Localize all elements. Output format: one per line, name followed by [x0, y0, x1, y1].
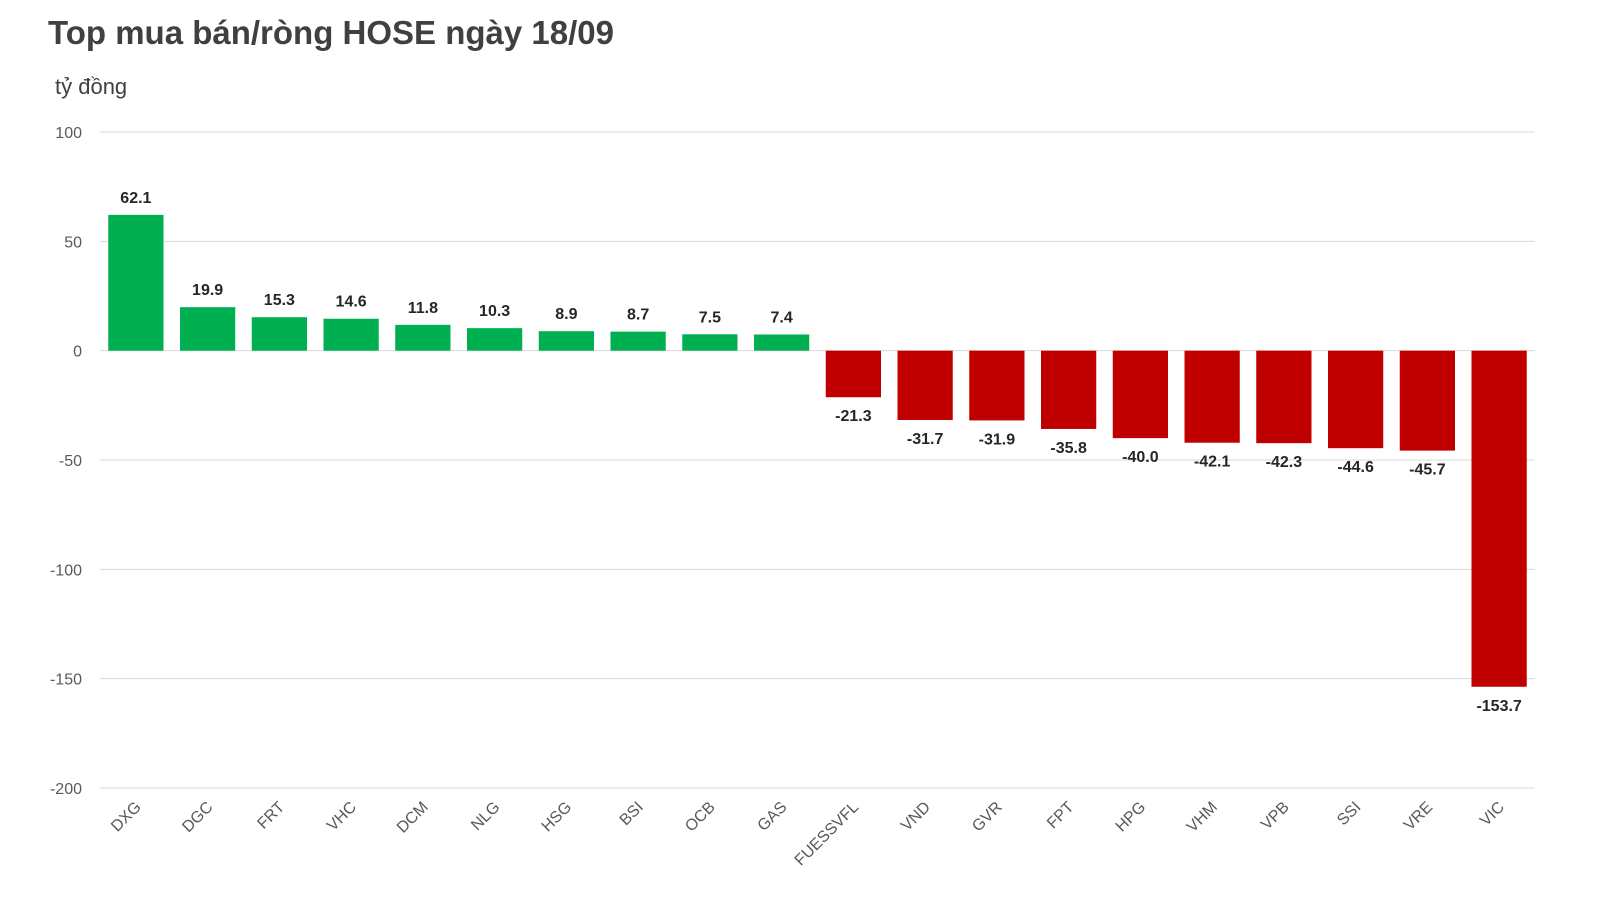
data-label: 8.9 [555, 306, 577, 323]
bar-ocb [682, 334, 738, 351]
chart-title: Top mua bán/ròng HOSE ngày 18/09 [48, 14, 614, 51]
unit-label: tỷ đồng [55, 74, 128, 99]
x-tick-label: GAS [755, 799, 791, 835]
bar-dgc [180, 307, 236, 351]
y-tick-label: 0 [73, 344, 82, 361]
x-tick-label: FPT [1044, 799, 1078, 833]
x-tick-label: DCM [394, 799, 432, 837]
bar-vhc [323, 318, 379, 351]
data-label: 7.4 [771, 309, 793, 326]
x-tick-label: VHC [324, 799, 360, 835]
data-label: -42.1 [1194, 454, 1231, 471]
x-tick-label: HSG [539, 799, 576, 836]
x-tick-label: DGC [179, 799, 216, 836]
y-tick-label: -100 [50, 562, 82, 579]
data-label: 8.7 [627, 307, 649, 324]
x-tick-label: FUESSVFL [792, 799, 863, 870]
y-tick-label: -150 [50, 672, 82, 689]
y-tick-label: 100 [55, 125, 82, 142]
bar-bsi [610, 331, 666, 351]
bar-ssi [1328, 350, 1384, 449]
x-tick-label: VPB [1258, 799, 1293, 834]
data-label: 11.8 [408, 300, 438, 317]
y-tick-label: -200 [50, 781, 82, 798]
data-label: -45.7 [1409, 462, 1446, 479]
bar-gas [754, 334, 810, 351]
x-tick-label: VND [898, 799, 934, 835]
data-label: 14.6 [336, 294, 367, 311]
bar-gvr [969, 350, 1025, 421]
x-tick-label: HPG [1113, 799, 1150, 836]
data-label: 10.3 [479, 303, 510, 320]
data-label: 15.3 [264, 292, 295, 309]
y-tick-label: 50 [64, 234, 82, 251]
data-label: 62.1 [120, 190, 151, 207]
bar-nlg [467, 328, 523, 351]
data-label: -44.6 [1337, 459, 1374, 476]
data-label: -31.7 [907, 431, 944, 448]
data-label: 19.9 [192, 282, 223, 299]
bars [108, 214, 1527, 687]
data-label: 7.5 [699, 309, 721, 326]
y-axis-ticks: 100 50 0 -50 -100 -150 -200 [50, 125, 82, 798]
bar-frt [251, 317, 307, 351]
data-label: -42.3 [1266, 454, 1303, 471]
x-tick-label: VIC [1477, 799, 1508, 830]
x-tick-label: VHM [1184, 799, 1221, 836]
bar-vhm [1184, 350, 1240, 443]
bar-hsg [538, 331, 594, 351]
x-tick-label: VRE [1401, 799, 1436, 834]
bar-vpb [1256, 350, 1312, 444]
x-axis-labels: DXG DGC FRT VHC DCM NLG HSG BSI OCB GAS FUESSVFL VN… [108, 799, 1508, 870]
bar-dxg [108, 214, 164, 351]
bar-fpt [1041, 350, 1097, 429]
data-label: -35.8 [1050, 440, 1087, 457]
bar-hpg [1112, 350, 1168, 439]
data-label: -31.9 [979, 431, 1016, 448]
bar-vic [1471, 350, 1527, 687]
x-tick-label: BSI [617, 799, 647, 829]
x-tick-label: SSI [1334, 799, 1364, 829]
gridlines [100, 131, 1535, 789]
x-tick-label: GVR [969, 799, 1006, 836]
data-label: -153.7 [1476, 698, 1521, 715]
data-label: -40.0 [1122, 449, 1159, 466]
bar-dcm [395, 324, 451, 351]
bar-vre [1399, 350, 1455, 451]
y-tick-label: -50 [59, 453, 82, 470]
x-tick-label: NLG [468, 799, 503, 834]
data-labels: 62.1 19.9 15.3 14.6 11.8 10.3 8.9 8.7 7.5 7.4 -21.… [120, 190, 1522, 715]
bar-vnd [897, 350, 953, 420]
x-tick-label: FRT [254, 799, 288, 833]
data-label: -21.3 [835, 408, 872, 425]
x-tick-label: DXG [108, 799, 145, 836]
x-tick-label: OCB [682, 799, 719, 836]
bar-fuessvfl [825, 350, 881, 398]
